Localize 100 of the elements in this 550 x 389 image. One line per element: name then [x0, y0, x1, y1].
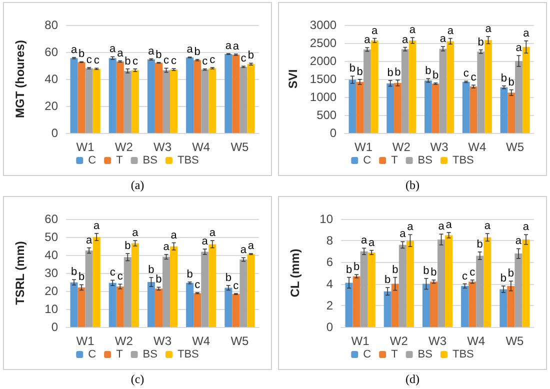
y-tick-label: 1000 — [310, 90, 337, 104]
data-label: a — [248, 240, 255, 252]
legend-label: T — [116, 154, 124, 166]
x-tick-label: W3 — [154, 334, 172, 348]
data-label: a — [447, 24, 454, 37]
data-label: b — [248, 50, 254, 62]
y-tick-label: 2000 — [310, 54, 337, 68]
bar — [422, 284, 430, 327]
legend-label: C — [363, 348, 372, 360]
bar — [401, 49, 409, 133]
bar — [352, 276, 360, 327]
data-label: c — [132, 55, 138, 68]
data-label: b — [430, 266, 437, 279]
y-tick-label: 20 — [44, 99, 58, 113]
bar — [78, 62, 86, 133]
data-label: a — [202, 236, 209, 248]
legend-label: BS — [142, 348, 158, 360]
text: (c) — [130, 372, 146, 387]
bar — [515, 61, 522, 133]
bar — [430, 282, 438, 327]
legend-label: T — [116, 348, 124, 360]
bar — [398, 244, 406, 327]
data-label: a — [523, 27, 530, 40]
bar — [201, 252, 209, 327]
bar — [438, 240, 446, 327]
bar — [85, 250, 93, 327]
bar — [507, 286, 515, 327]
bar — [92, 68, 100, 133]
bar — [224, 54, 232, 133]
y-tick-label: 10 — [320, 212, 334, 226]
data-label: c — [210, 54, 216, 66]
bar — [394, 82, 402, 133]
data-label: a — [402, 34, 410, 46]
data-label: c — [202, 55, 208, 68]
data-label: a — [400, 228, 407, 240]
bar — [508, 92, 516, 133]
data-label: b — [508, 268, 514, 280]
bar — [391, 284, 399, 327]
x-tick-label: W5 — [230, 334, 250, 348]
bar — [364, 49, 371, 133]
y-tick-label: 2 — [326, 298, 334, 312]
bar — [439, 48, 447, 133]
bar — [484, 237, 492, 327]
data-label: b — [508, 76, 514, 88]
bar — [432, 84, 440, 133]
bar — [194, 293, 202, 327]
data-label: a — [438, 220, 446, 233]
y-axis-title: SVI — [286, 69, 300, 89]
y-axis-title: CL (mm) — [288, 248, 302, 298]
data-label: a — [240, 244, 248, 256]
bar — [70, 282, 78, 327]
data-label: c — [470, 266, 476, 279]
bar — [224, 288, 232, 327]
x-tick-label: W1 — [354, 140, 373, 154]
bar — [116, 286, 124, 327]
bar — [446, 41, 454, 133]
data-label: a — [409, 24, 416, 36]
bar — [424, 80, 432, 133]
data-label: a — [70, 44, 78, 56]
data-label: b — [478, 36, 484, 48]
data-label: b — [156, 48, 162, 61]
text: (d) — [404, 372, 420, 387]
data-label: a — [368, 236, 376, 249]
data-label: c — [164, 54, 170, 67]
data-label: a — [94, 220, 101, 232]
data-label: b — [425, 65, 432, 78]
bar — [154, 62, 162, 133]
bar — [368, 252, 376, 327]
legend-label: T — [391, 154, 398, 166]
data-label: b — [194, 46, 200, 58]
bar — [462, 82, 470, 133]
bar — [170, 70, 178, 133]
bar — [208, 68, 216, 133]
x-tick-label: W3 — [154, 140, 172, 154]
data-label: a — [364, 34, 372, 46]
y-tick-label: 80 — [44, 18, 58, 32]
bar — [240, 260, 248, 327]
bar — [124, 70, 132, 133]
bar — [186, 57, 194, 133]
bar — [408, 40, 416, 133]
bar — [232, 54, 240, 133]
bar — [162, 256, 170, 327]
x-tick-label: W2 — [390, 334, 408, 348]
bar — [232, 294, 240, 327]
x-tick-label: W2 — [114, 334, 134, 348]
text: (b) — [404, 178, 420, 193]
legend-label: TBS — [452, 348, 474, 360]
x-tick-label: W5 — [506, 140, 524, 154]
y-tick-label: 2500 — [310, 36, 337, 50]
data-label: c — [171, 55, 178, 68]
legend-label: BS — [418, 348, 432, 360]
bar — [131, 70, 139, 133]
data-label: b — [124, 55, 131, 68]
bar — [370, 40, 378, 133]
data-label: c — [194, 279, 201, 292]
x-tick-label: W4 — [468, 140, 487, 154]
bar — [247, 254, 255, 327]
y-tick-label: 60 — [44, 45, 58, 59]
data-label: c — [117, 270, 124, 283]
data-label: a — [86, 234, 93, 246]
